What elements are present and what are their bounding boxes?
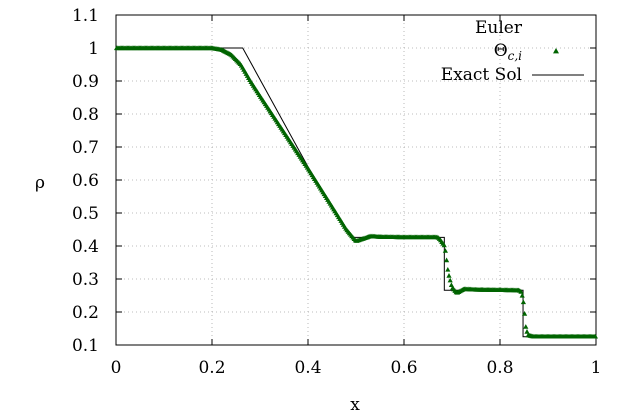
theta-point <box>444 257 450 263</box>
x-tick-label: 1 <box>591 358 602 378</box>
y-tick-label: 0.2 <box>72 303 99 323</box>
y-tick-label: 0.1 <box>72 336 99 356</box>
plot-frame <box>115 14 597 346</box>
exact-solution-layer <box>116 47 596 338</box>
y-tick-label: 0.5 <box>72 204 99 224</box>
legend-theta-label: Θ <box>494 41 508 61</box>
y-tick-label: 1.1 <box>72 6 99 26</box>
y-tick-label: 0.8 <box>72 105 99 125</box>
theta-point <box>524 329 530 334</box>
theta-point <box>523 324 529 329</box>
theta-point <box>442 248 448 253</box>
x-tick-label: 0.4 <box>294 358 321 378</box>
exact-solution-line <box>116 47 596 338</box>
legend-title: Euler <box>475 18 523 38</box>
legend-entry-exact: Exact Sol <box>441 65 522 85</box>
theta-point <box>447 277 453 283</box>
x-tick-label: 0.8 <box>486 358 513 378</box>
x-tick-label: 0 <box>111 358 122 378</box>
legend-triangle-marker <box>553 48 559 54</box>
y-tick-label: 0.7 <box>72 138 99 158</box>
axes-layer: 0 0.2 0.4 0.6 0.8 1 0.1 0.2 0.3 0.4 0.5 0.6 0.7 0.8 0.… <box>72 6 601 378</box>
x-axis-label: x <box>350 395 360 415</box>
theta-point <box>441 242 447 248</box>
theta-point <box>520 299 526 305</box>
x-tick-label: 0.6 <box>390 358 417 378</box>
theta-point <box>446 273 452 278</box>
theta-point <box>592 333 598 339</box>
legend-theta-subscript: c,i <box>508 49 523 63</box>
grid-layer <box>116 15 596 345</box>
y-tick-label: 0.4 <box>72 237 99 257</box>
theta-points-layer <box>114 45 598 339</box>
y-axis-label: ρ <box>35 173 45 193</box>
legend: Euler Θc,i Exact Sol <box>441 18 584 85</box>
x-tick-label: 0.2 <box>198 358 225 378</box>
theta-point <box>519 292 525 298</box>
theta-point <box>522 311 528 316</box>
theta-point <box>448 282 454 288</box>
y-tick-label: 0.3 <box>72 270 99 290</box>
theta-point <box>518 289 524 294</box>
y-tick-label: 1 <box>88 39 99 59</box>
y-tick-label: 0.9 <box>72 72 99 92</box>
legend-entry-theta: Θc,i <box>494 41 522 63</box>
theta-point <box>445 266 451 272</box>
y-tick-label: 0.6 <box>72 171 99 191</box>
